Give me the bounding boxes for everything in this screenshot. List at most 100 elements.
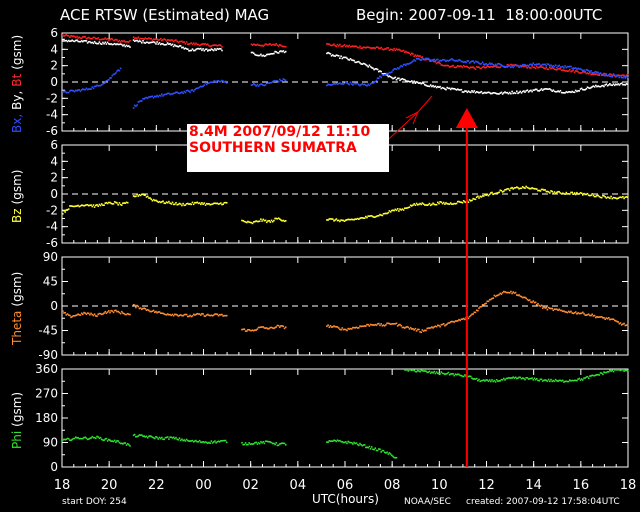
data-point-by <box>402 78 405 81</box>
data-point-bt <box>582 71 584 73</box>
data-point-bt <box>592 73 595 76</box>
data-point-bt <box>282 45 285 48</box>
data-point-bt <box>348 44 351 47</box>
data-point-theta <box>210 314 213 317</box>
data-point-bx <box>606 75 609 77</box>
data-point-theta <box>380 323 382 325</box>
data-point-by <box>562 92 564 94</box>
data-point-by <box>164 44 167 46</box>
data-point-bz <box>372 215 374 218</box>
data-point-bt <box>139 37 142 40</box>
data-point-bz <box>619 196 622 198</box>
data-point-by <box>196 48 198 50</box>
data-point-by <box>387 75 390 78</box>
data-point-bz <box>431 203 433 206</box>
data-point-phi <box>485 379 487 381</box>
data-point-bx <box>157 95 160 98</box>
data-point-bt <box>75 36 77 39</box>
data-point-bx <box>543 63 545 66</box>
data-point-phi <box>208 441 210 444</box>
data-point-bt <box>609 73 611 75</box>
y-label-part: (gsm) <box>10 271 24 307</box>
data-point-phi <box>413 369 415 372</box>
data-point-by <box>399 79 401 82</box>
data-point-by <box>112 43 115 46</box>
data-point-phi <box>62 439 64 442</box>
data-point-phi <box>170 436 173 439</box>
data-point-bz <box>598 195 601 198</box>
data-point-bx <box>578 68 581 70</box>
data-point-bz <box>267 220 269 222</box>
data-point-bz <box>468 199 471 201</box>
data-point-phi <box>360 444 362 446</box>
data-point-bx <box>444 59 446 62</box>
data-point-theta <box>620 324 623 326</box>
data-point-by <box>552 89 555 91</box>
data-point-by <box>342 56 345 59</box>
data-point-theta <box>155 310 157 313</box>
data-point-phi <box>80 437 83 440</box>
data-point-by <box>433 86 435 88</box>
data-point-by <box>599 85 602 88</box>
data-point-theta <box>98 312 101 315</box>
data-point-bt <box>190 42 193 44</box>
data-point-bz <box>525 185 527 188</box>
data-point-bx <box>524 63 526 66</box>
data-point-bz <box>209 203 211 206</box>
data-point-bt <box>209 45 211 48</box>
data-point-bx <box>211 81 214 83</box>
data-point-phi <box>155 436 157 438</box>
data-point-bz <box>221 203 223 206</box>
data-point-by <box>84 40 86 42</box>
data-point-by <box>157 43 160 45</box>
data-point-bx <box>70 89 72 92</box>
data-point-by <box>194 49 196 52</box>
data-point-theta <box>375 324 378 327</box>
data-point-theta <box>558 308 560 311</box>
data-point-phi <box>491 379 493 381</box>
data-point-bz <box>172 203 175 206</box>
x-tick-label: 04 <box>290 478 307 493</box>
data-point-bt <box>563 69 565 72</box>
data-point-bx <box>521 63 524 66</box>
data-point-theta <box>137 305 140 308</box>
data-point-by <box>221 49 223 52</box>
data-point-by <box>108 43 110 45</box>
data-point-bz <box>329 218 332 220</box>
data-point-bx <box>383 74 386 76</box>
data-point-theta <box>108 310 110 312</box>
data-point-bx <box>89 88 91 90</box>
data-point-bx <box>187 89 189 92</box>
data-point-by <box>284 50 287 53</box>
x-tick-label: 16 <box>573 478 590 493</box>
data-point-theta <box>143 307 145 310</box>
data-point-theta <box>111 310 114 312</box>
data-point-bx <box>464 61 466 63</box>
data-point-bz <box>373 216 375 218</box>
data-point-by <box>72 40 75 42</box>
data-point-theta <box>248 329 250 331</box>
data-point-theta <box>571 312 573 314</box>
data-point-bt <box>221 46 223 48</box>
data-point-by <box>400 78 402 81</box>
data-point-bz <box>393 209 395 212</box>
data-point-bz <box>152 198 155 201</box>
data-point-by <box>616 83 618 86</box>
data-point-bz <box>73 205 76 208</box>
data-point-theta <box>492 297 494 299</box>
data-point-bz <box>136 193 138 196</box>
data-point-bt <box>329 44 332 46</box>
data-point-bt <box>497 66 499 68</box>
data-point-bt <box>598 74 601 77</box>
data-point-phi <box>444 373 446 376</box>
data-point-bt <box>400 50 402 52</box>
data-point-bx <box>428 58 431 61</box>
data-point-phi <box>175 436 177 439</box>
data-point-bx <box>329 83 332 86</box>
y-tick-label: 0 <box>50 299 58 313</box>
data-point-phi <box>451 373 453 375</box>
data-point-theta <box>483 304 485 306</box>
data-point-bx <box>340 83 342 85</box>
data-point-phi <box>150 435 152 438</box>
data-point-phi <box>524 378 526 381</box>
